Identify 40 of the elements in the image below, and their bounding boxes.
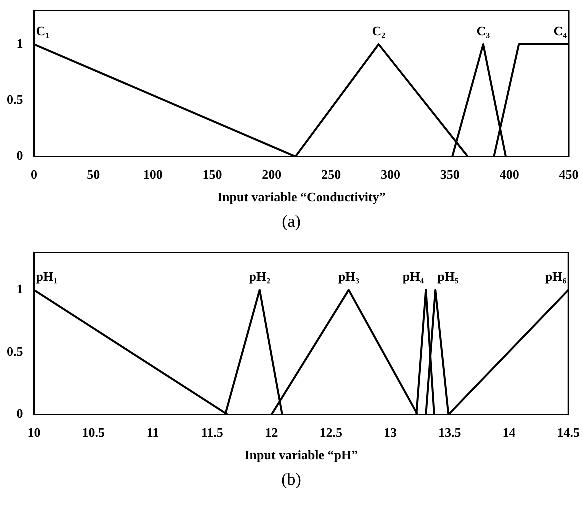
y-tick-label: 0.5 bbox=[7, 344, 24, 359]
x-axis-title: Input variable “Conductivity” bbox=[217, 190, 386, 205]
series-label: C₃ bbox=[476, 23, 490, 38]
x-tick-label: 13 bbox=[384, 424, 398, 440]
y-tick-label: 0 bbox=[16, 148, 24, 164]
x-tick-label: 14 bbox=[502, 424, 516, 440]
x-tick-label: 10.5 bbox=[82, 424, 106, 440]
series-label: pH₂ bbox=[249, 269, 271, 284]
y-tick-label: 1 bbox=[16, 36, 24, 51]
x-tick-label: 10 bbox=[28, 424, 41, 440]
x-tick-label: 0 bbox=[31, 166, 38, 182]
x-axis-title: Input variable “pH” bbox=[244, 448, 358, 463]
x-tick-label: 11.5 bbox=[201, 424, 224, 440]
x-tick-label: 12 bbox=[265, 424, 278, 440]
x-tick-label: 14.5 bbox=[557, 424, 580, 440]
x-tick-label: 400 bbox=[500, 166, 520, 182]
text: (b) bbox=[280, 469, 302, 491]
series-label: pH₄ bbox=[402, 269, 424, 284]
x-tick-label: 12.5 bbox=[320, 424, 343, 440]
x-tick-label: 200 bbox=[262, 166, 282, 182]
y-tick-label: 0.5 bbox=[7, 92, 24, 108]
x-tick-label: 50 bbox=[87, 166, 100, 182]
y-tick-label: 0 bbox=[16, 406, 24, 422]
x-tick-label: 150 bbox=[202, 166, 222, 182]
series-label: C₁ bbox=[36, 23, 50, 38]
text: (a) bbox=[281, 211, 302, 233]
x-tick-label: 300 bbox=[381, 166, 400, 182]
series-label: pH₃ bbox=[338, 269, 360, 284]
x-tick-label: 13.5 bbox=[438, 424, 462, 440]
x-tick-label: 11 bbox=[146, 424, 160, 440]
series-label: pH₆ bbox=[545, 269, 567, 284]
x-tick-label: 350 bbox=[440, 166, 460, 182]
x-tick-label: 450 bbox=[559, 166, 579, 182]
series-label: pH₁ bbox=[36, 269, 58, 284]
y-tick-label: 1 bbox=[16, 282, 24, 297]
x-tick-label: 250 bbox=[322, 166, 342, 182]
x-tick-label: 100 bbox=[143, 166, 163, 182]
series-label: C₂ bbox=[372, 23, 386, 38]
series-label: C₄ bbox=[554, 23, 568, 38]
series-label: pH₅ bbox=[438, 269, 459, 284]
